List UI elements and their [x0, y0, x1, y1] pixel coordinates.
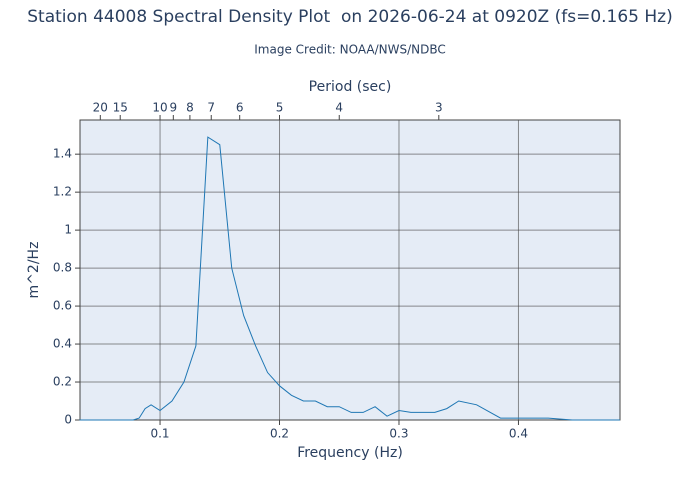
plot-frame — [79, 119, 621, 421]
x2-tick-label: 4 — [335, 101, 343, 115]
y-tick-label: 0.8 — [53, 261, 72, 275]
chart-title: Station 44008 Spectral Density Plot on 2… — [27, 7, 673, 27]
x-tick-label: 0.4 — [509, 427, 528, 441]
y-tick-label: 0.4 — [53, 337, 72, 351]
y-tick-label: 0.2 — [53, 375, 72, 389]
x2-axis-title: Period (sec) — [309, 79, 392, 95]
y-tick-label: 0.6 — [53, 299, 72, 313]
y-tick-label: 1.2 — [53, 185, 72, 199]
x-tick-label: 0.3 — [389, 427, 408, 441]
x2-tick-label: 3 — [435, 101, 443, 115]
x2-tick-label: 8 — [186, 101, 194, 115]
x2-tick-label: 6 — [236, 101, 244, 115]
y-tick-label: 1.4 — [53, 147, 72, 161]
y-axis-title: m^2/Hz — [26, 242, 42, 299]
x-tick-label: 0.1 — [150, 427, 169, 441]
x-axis-title: Frequency (Hz) — [297, 445, 403, 461]
y-tick-label: 0 — [64, 413, 72, 427]
x2-tick-label: 10 — [152, 101, 167, 115]
x2-tick-label: 9 — [169, 101, 177, 115]
x2-tick-label: 15 — [113, 101, 128, 115]
chart-subtitle: Image Credit: NOAA/NWS/NDBC — [254, 43, 445, 57]
spectrum-line — [79, 136, 620, 421]
y-tick-label: 1 — [64, 223, 72, 237]
x2-tick-label: 5 — [276, 101, 284, 115]
x2-tick-label: 20 — [93, 101, 108, 115]
x2-tick-label: 7 — [207, 101, 215, 115]
x-tick-label: 0.2 — [270, 427, 289, 441]
plot-area — [80, 120, 620, 420]
